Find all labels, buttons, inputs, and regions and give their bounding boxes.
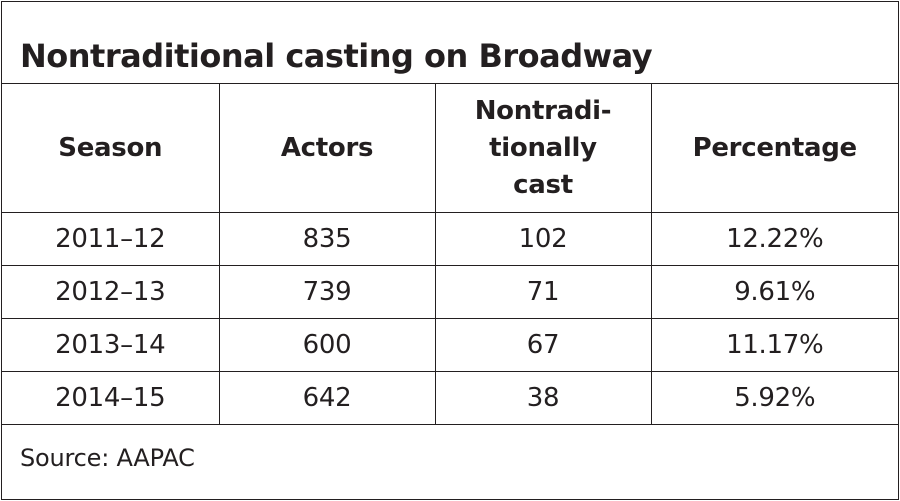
header-row: Season Actors Nontradi- tionally cast Pe… bbox=[2, 83, 898, 213]
cell-percentage: 11.17% bbox=[650, 318, 898, 372]
cell-percentage: 9.61% bbox=[650, 265, 898, 319]
cell-season: 2013–14 bbox=[2, 318, 220, 372]
table-row: 2013–14 600 67 11.17% bbox=[2, 318, 898, 372]
cell-actors: 600 bbox=[218, 318, 436, 372]
casting-table: Season Actors Nontradi- tionally cast Pe… bbox=[2, 83, 898, 425]
cell-season: 2014–15 bbox=[2, 371, 220, 425]
table-row: 2014–15 642 38 5.92% bbox=[2, 371, 898, 425]
table-row: 2011–12 835 102 12.22% bbox=[2, 212, 898, 266]
header-actors: Actors bbox=[218, 83, 436, 213]
cell-season: 2011–12 bbox=[2, 212, 220, 266]
cell-actors: 739 bbox=[218, 265, 436, 319]
source-note: Source: AAPAC bbox=[20, 444, 195, 472]
table-row: 2012–13 739 71 9.61% bbox=[2, 265, 898, 319]
cell-actors: 835 bbox=[218, 212, 436, 266]
cell-actors: 642 bbox=[218, 371, 436, 425]
header-nontraditionally-cast: Nontradi- tionally cast bbox=[434, 83, 652, 213]
cell-nontraditionally-cast: 38 bbox=[434, 371, 652, 425]
cell-percentage: 5.92% bbox=[650, 371, 898, 425]
cell-nontraditionally-cast: 71 bbox=[434, 265, 652, 319]
cell-season: 2012–13 bbox=[2, 265, 220, 319]
header-season: Season bbox=[2, 83, 220, 213]
header-percentage: Percentage bbox=[650, 83, 898, 213]
table-title: Nontraditional casting on Broadway bbox=[20, 37, 653, 75]
cell-nontraditionally-cast: 67 bbox=[434, 318, 652, 372]
cell-nontraditionally-cast: 102 bbox=[434, 212, 652, 266]
cell-percentage: 12.22% bbox=[650, 212, 898, 266]
